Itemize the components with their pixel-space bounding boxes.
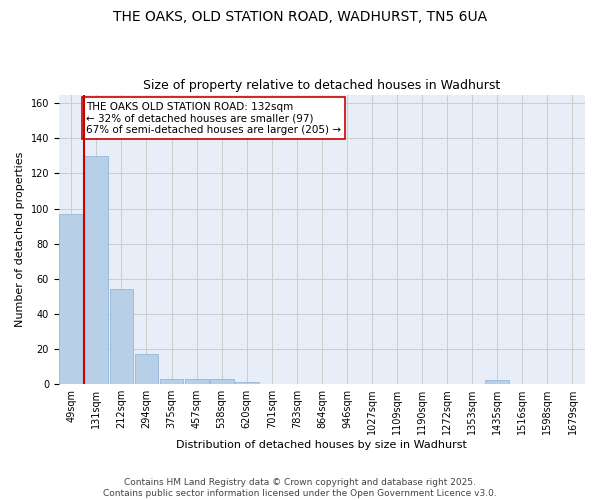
Bar (210, 378, 233, 384)
Bar (160, 378, 184, 384)
Y-axis label: Number of detached properties: Number of detached properties (15, 152, 25, 327)
Bar (185, 378, 209, 384)
Title: Size of property relative to detached houses in Wadhurst: Size of property relative to detached ho… (143, 79, 500, 92)
Text: THE OAKS OLD STATION ROAD: 132sqm
← 32% of detached houses are smaller (97)
67% : THE OAKS OLD STATION ROAD: 132sqm ← 32% … (86, 102, 341, 135)
X-axis label: Distribution of detached houses by size in Wadhurst: Distribution of detached houses by size … (176, 440, 467, 450)
Bar (59, 214, 83, 384)
Bar (235, 382, 259, 384)
Text: Contains HM Land Registry data © Crown copyright and database right 2025.
Contai: Contains HM Land Registry data © Crown c… (103, 478, 497, 498)
Bar (485, 380, 509, 384)
Bar (134, 354, 158, 384)
Text: THE OAKS, OLD STATION ROAD, WADHURST, TN5 6UA: THE OAKS, OLD STATION ROAD, WADHURST, TN… (113, 10, 487, 24)
Bar (110, 289, 133, 384)
Bar (85, 156, 108, 384)
